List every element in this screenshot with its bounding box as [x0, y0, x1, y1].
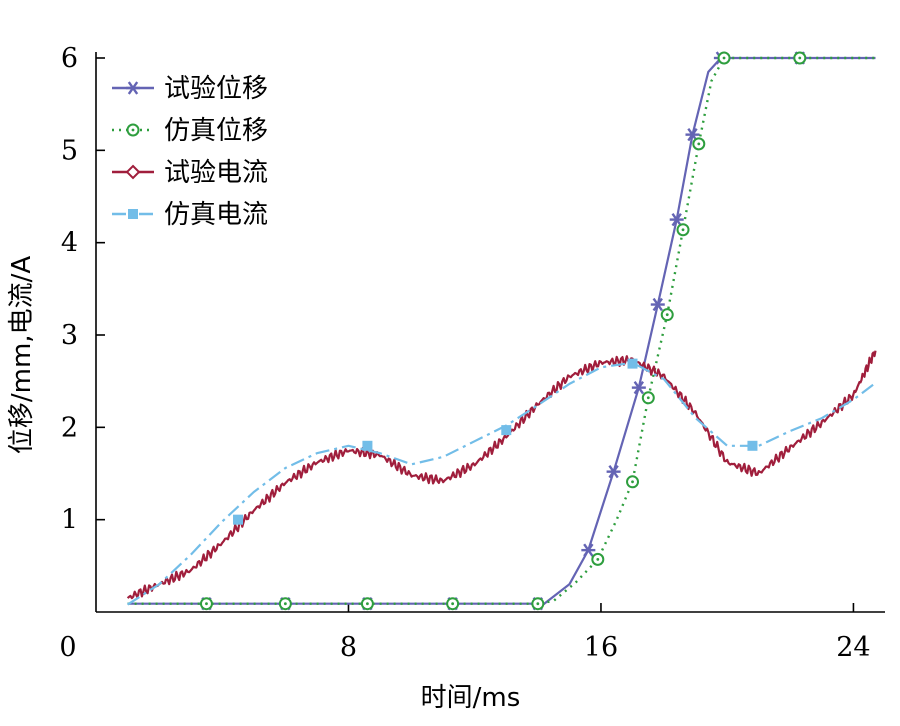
y-axis-title: 位移/mm,电流/A	[7, 256, 37, 454]
y-tick-label: 2	[61, 412, 78, 443]
series-2	[127, 51, 876, 611]
legend-item: 仿真电流	[112, 200, 268, 230]
data-point	[199, 597, 213, 611]
series-3	[126, 350, 877, 600]
legend-marker	[126, 81, 140, 95]
data-point	[793, 51, 807, 65]
x-tick-label: 8	[340, 632, 357, 663]
x-axis-title: 时间/ms	[421, 683, 521, 713]
legend-item: 仿真位移	[112, 116, 268, 146]
data-point	[631, 380, 646, 395]
data-point	[626, 475, 640, 489]
data-point	[501, 425, 512, 436]
y-tick-label: 4	[61, 228, 78, 259]
legend-item: 试验电流	[112, 158, 268, 188]
data-point	[278, 597, 292, 611]
series-line	[126, 350, 877, 600]
data-point	[747, 440, 758, 451]
series-4	[127, 358, 877, 606]
data-point	[650, 297, 665, 312]
legend-marker	[126, 123, 140, 137]
legend-item: 试验位移	[112, 74, 268, 104]
legend-marker	[128, 209, 138, 219]
data-point	[591, 552, 605, 566]
data-point	[531, 597, 545, 611]
y-tick-label: 3	[61, 320, 78, 351]
legend-label: 仿真电流	[164, 200, 268, 230]
data-point	[581, 543, 596, 557]
data-point	[233, 514, 244, 525]
data-point	[606, 465, 621, 479]
y-tick-label: 6	[61, 43, 78, 74]
x-tick-label: 0	[59, 632, 76, 663]
y-tick-label: 5	[61, 135, 78, 166]
legend-label: 试验电流	[164, 158, 268, 188]
legend-marker	[125, 164, 141, 180]
data-point	[692, 137, 706, 151]
axes: 0 8 16 24 1 2 3 4 5 6	[59, 43, 885, 663]
data-point	[676, 223, 690, 237]
series-layer	[126, 51, 877, 611]
legend-label: 仿真位移	[164, 116, 268, 146]
x-tick-label: 24	[836, 632, 870, 663]
x-tick-label: 16	[584, 632, 618, 663]
legend-label: 试验位移	[164, 74, 268, 104]
data-point	[669, 212, 684, 227]
y-tick-label: 1	[61, 505, 78, 536]
data-point	[446, 597, 460, 611]
data-point	[627, 358, 638, 369]
data-point	[660, 308, 674, 322]
data-point	[362, 440, 373, 451]
data-point	[360, 597, 374, 611]
series-line	[127, 361, 877, 606]
data-point	[641, 391, 655, 405]
series-line	[127, 56, 876, 605]
data-point	[717, 51, 731, 65]
